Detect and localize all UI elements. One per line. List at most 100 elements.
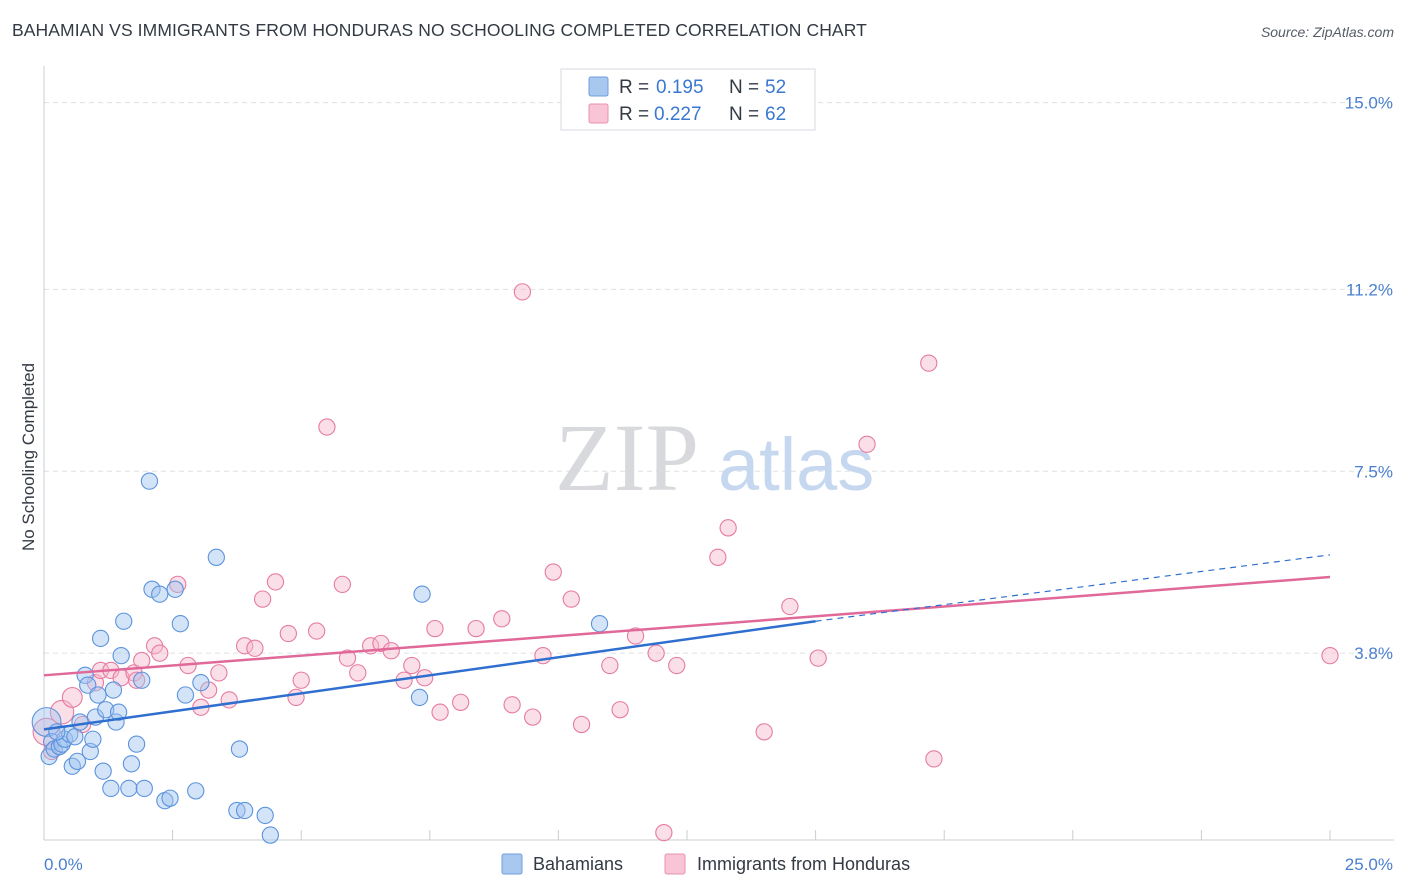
x-tick-min: 0.0% — [44, 855, 83, 874]
point-honduras — [513, 283, 532, 301]
point-bahamians — [176, 686, 195, 704]
point-honduras — [220, 691, 238, 709]
correlation-legend: R = 0.195 N = 52 R = 0.227 N = 62 — [560, 68, 816, 131]
point-honduras — [246, 639, 264, 657]
point-honduras — [925, 750, 943, 768]
point-bahamians — [192, 674, 210, 692]
point-honduras — [61, 686, 83, 708]
point-honduras — [349, 664, 367, 682]
point-bahamians — [207, 548, 225, 566]
watermark-zip: ZIP — [555, 404, 699, 511]
x-tick-max: 25.0% — [1345, 855, 1393, 874]
point-honduras — [338, 649, 357, 667]
source-label: Source: ZipAtlas.com — [1260, 24, 1394, 40]
point-bahamians — [102, 779, 120, 798]
point-honduras — [611, 701, 629, 719]
y-tick-label: 11.2% — [1346, 280, 1393, 299]
point-bahamians — [97, 701, 115, 719]
point-bahamians — [94, 762, 112, 780]
point-bahamians — [133, 671, 151, 689]
point-honduras — [493, 610, 511, 628]
legend-n-value-2: 62 — [765, 104, 786, 125]
y-axis-ticks: 3.8% 7.5% 11.2% 15.0% — [1345, 94, 1393, 664]
legend-swatch-pink — [588, 103, 609, 124]
point-honduras — [431, 703, 449, 721]
point-bahamians — [187, 782, 205, 800]
trend-line-bahamians-extension — [815, 554, 1331, 622]
point-honduras — [253, 590, 272, 608]
point-honduras — [920, 354, 938, 372]
legend-n-value-1: 52 — [765, 77, 786, 98]
point-bahamians — [161, 789, 179, 807]
y-tick-label: 7.5% — [1354, 462, 1393, 481]
point-bahamians — [166, 580, 184, 598]
watermark-atlas: atlas — [718, 423, 874, 506]
point-honduras — [719, 519, 737, 537]
point-honduras — [655, 823, 673, 842]
point-honduras — [668, 656, 686, 675]
point-honduras — [544, 563, 562, 581]
point-honduras — [266, 573, 285, 591]
point-bahamians — [68, 752, 87, 770]
legend-r-label-1: R = — [619, 77, 649, 98]
point-bahamians — [230, 740, 249, 758]
legend-swatch-blue — [588, 76, 609, 97]
point-honduras — [601, 656, 619, 675]
point-honduras — [709, 548, 727, 566]
y-tick-label: 15.0% — [1345, 94, 1393, 113]
series-immigrants-from-honduras — [32, 283, 1339, 842]
point-bahamians — [122, 755, 141, 773]
point-honduras — [127, 671, 146, 689]
point-honduras — [318, 418, 336, 436]
point-bahamians — [71, 713, 89, 731]
trend-line-honduras — [43, 575, 1331, 677]
point-bahamians — [91, 629, 110, 648]
legend-n-label-2: N = — [729, 104, 759, 125]
bottom-legend-label-blue: Bahamians — [533, 854, 623, 874]
point-bahamians — [151, 585, 169, 603]
point-honduras — [426, 619, 444, 638]
point-bahamians — [261, 826, 279, 844]
point-honduras — [333, 575, 352, 594]
point-honduras — [235, 637, 254, 655]
point-honduras — [169, 575, 187, 594]
point-honduras — [572, 715, 591, 734]
series-bahamians — [31, 472, 609, 844]
point-bahamians — [171, 615, 189, 633]
grid-lines — [44, 102, 1394, 654]
point-bahamians — [140, 472, 159, 490]
point-honduras — [382, 642, 400, 660]
point-bahamians — [84, 730, 102, 748]
point-honduras — [781, 597, 799, 616]
legend-r-label-2: R = — [619, 104, 649, 125]
point-bahamians — [120, 779, 138, 798]
point-honduras — [467, 619, 485, 638]
legend-n-label-1: N = — [729, 77, 759, 98]
y-axis-label: No Schooling Completed — [19, 363, 38, 551]
point-bahamians — [135, 779, 153, 798]
point-bahamians — [66, 728, 84, 746]
point-honduras — [755, 723, 773, 741]
point-honduras — [626, 627, 645, 645]
point-bahamians — [235, 801, 254, 820]
point-bahamians — [112, 646, 130, 665]
legend-r-value-2: 0.227 — [654, 104, 702, 125]
point-honduras — [151, 644, 169, 662]
axes — [43, 66, 1394, 841]
point-honduras — [524, 708, 542, 726]
point-honduras — [403, 656, 421, 675]
point-bahamians — [89, 686, 107, 704]
point-bahamians — [256, 806, 274, 825]
point-honduras — [292, 671, 310, 689]
point-honduras — [1321, 646, 1339, 665]
point-bahamians — [410, 688, 429, 707]
bottom-legend-label-pink: Immigrants from Honduras — [697, 854, 910, 874]
point-bahamians — [127, 735, 146, 753]
trend-lines — [43, 554, 1331, 731]
point-honduras — [858, 435, 876, 453]
point-honduras — [279, 624, 297, 643]
y-tick-label: 3.8% — [1354, 644, 1393, 663]
point-honduras — [452, 693, 470, 711]
point-honduras — [503, 696, 521, 714]
point-bahamians — [115, 612, 133, 630]
